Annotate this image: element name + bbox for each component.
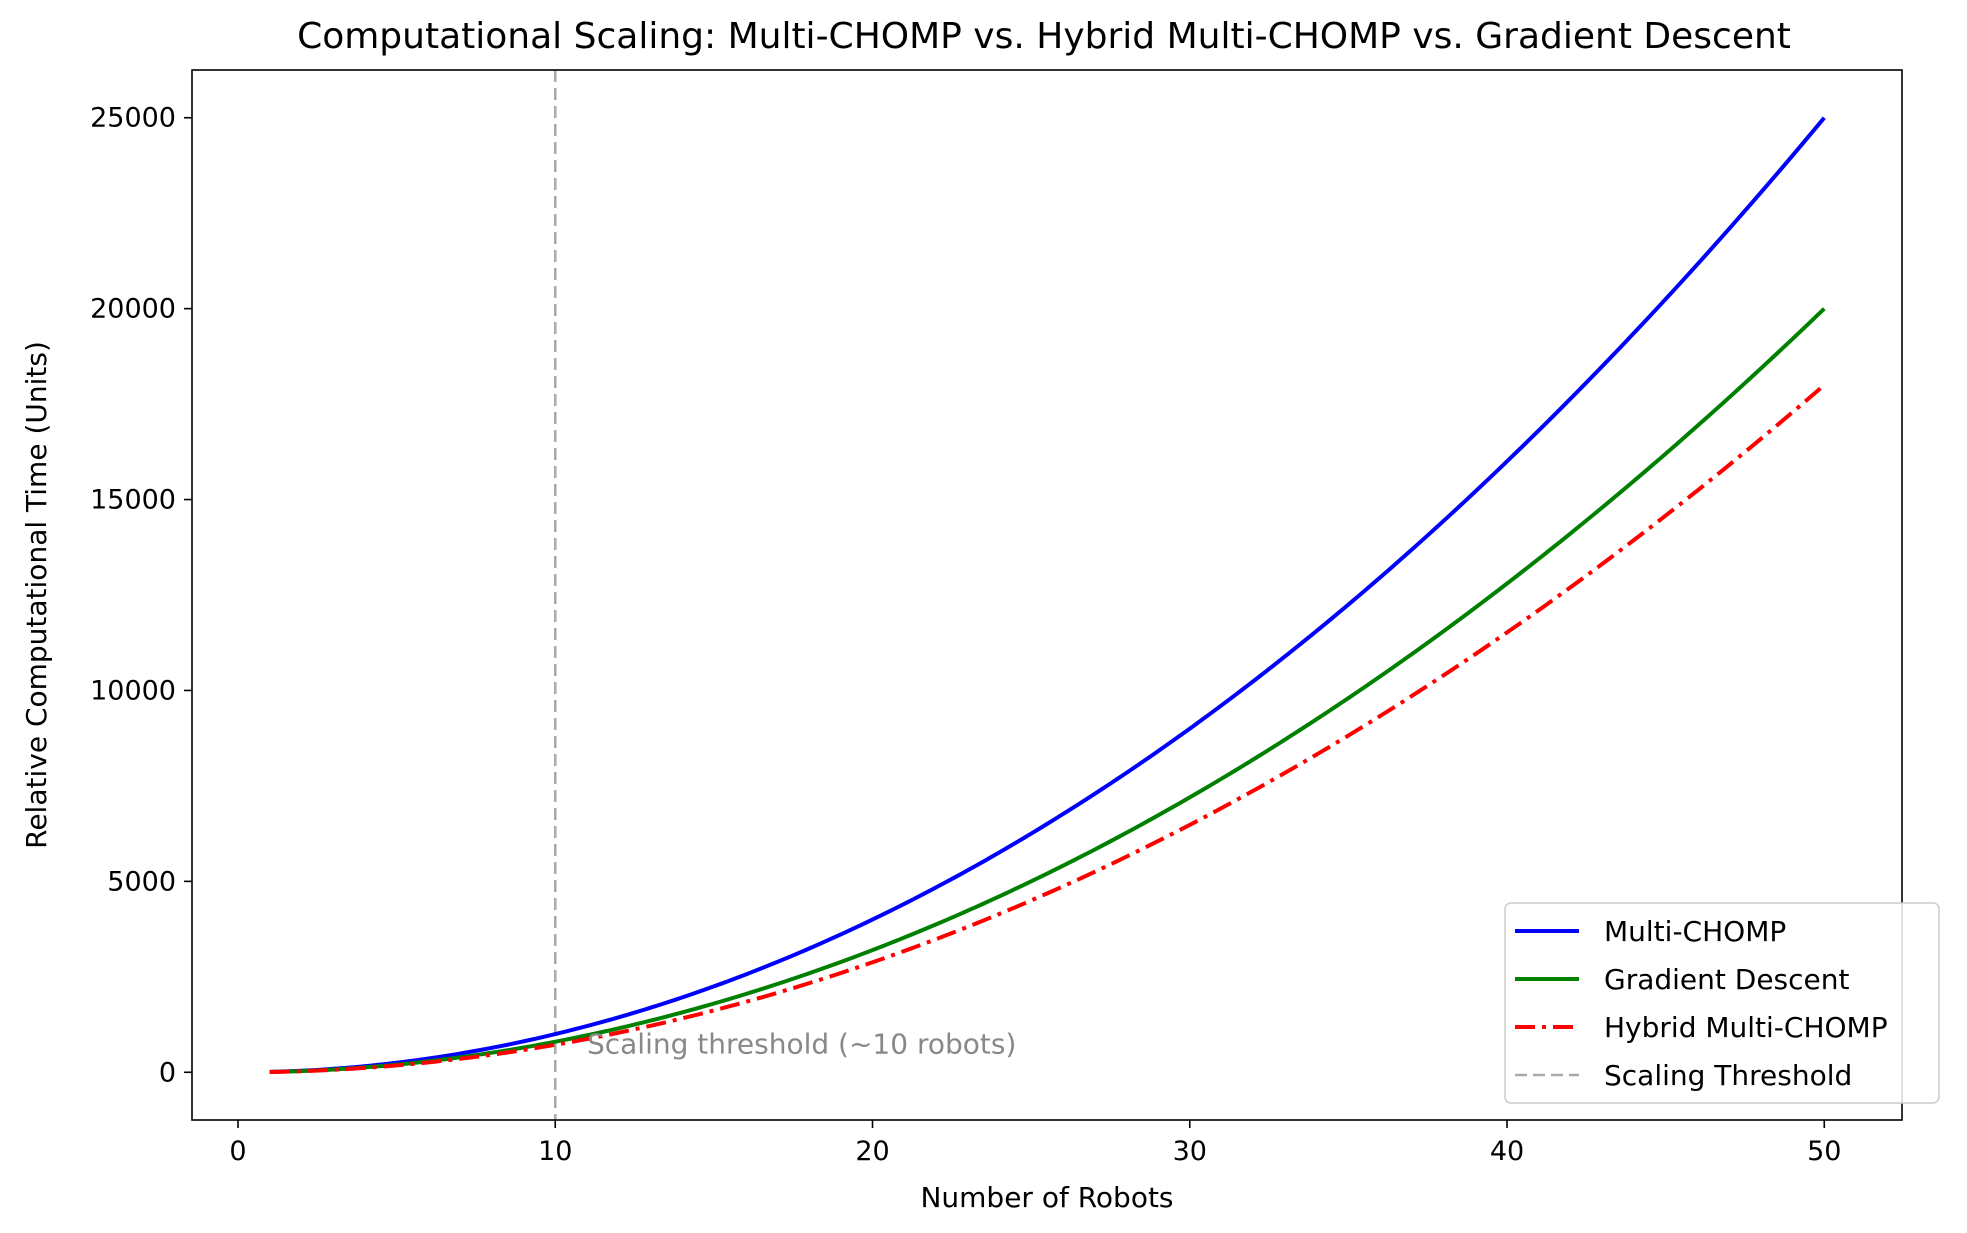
x-tick-label: 10	[538, 1136, 572, 1167]
plot-area: Scaling threshold (~10 robots)	[269, 70, 1826, 1120]
legend-label: Scaling Threshold	[1604, 1059, 1852, 1092]
x-tick-label: 50	[1807, 1136, 1841, 1167]
y-axis: 0 5000 10000 15000 20000 25000	[90, 103, 192, 1088]
y-tick-label: 0	[159, 1057, 176, 1088]
series-line-2	[269, 383, 1826, 1074]
y-tick-label: 10000	[90, 675, 176, 706]
x-axis: 0 10 20 30 40 50	[229, 1120, 1841, 1167]
legend-label: Hybrid Multi-CHOMP	[1604, 1011, 1888, 1044]
x-tick-label: 0	[229, 1136, 246, 1167]
y-axis-label: Relative Computational Time (Units)	[20, 341, 53, 849]
legend-label: Multi-CHOMP	[1604, 915, 1786, 948]
legend-frame	[1504, 902, 1940, 1104]
series-line-0	[269, 116, 1826, 1074]
y-tick-label: 5000	[107, 866, 176, 897]
y-tick-label: 25000	[90, 103, 176, 134]
threshold-annotation: Scaling threshold (~10 robots)	[587, 1028, 1016, 1061]
legend-label: Gradient Descent	[1604, 963, 1850, 996]
y-tick-label: 15000	[90, 485, 176, 516]
x-axis-label: Number of Robots	[920, 1181, 1173, 1214]
chart-title: Computational Scaling: Multi-CHOMP vs. H…	[297, 16, 1791, 57]
series-layer	[269, 70, 1826, 1120]
x-tick-label: 30	[1173, 1136, 1207, 1167]
legend: Multi-CHOMP Gradient Descent Hybrid Multi-…	[1504, 902, 1940, 1104]
x-tick-label: 40	[1490, 1136, 1524, 1167]
y-tick-label: 20000	[90, 294, 176, 325]
plot-frame	[191, 69, 1903, 1121]
annotation-layer: Scaling threshold (~10 robots)	[587, 1028, 1016, 1061]
x-tick-label: 20	[855, 1136, 889, 1167]
series-line-1	[269, 307, 1826, 1074]
